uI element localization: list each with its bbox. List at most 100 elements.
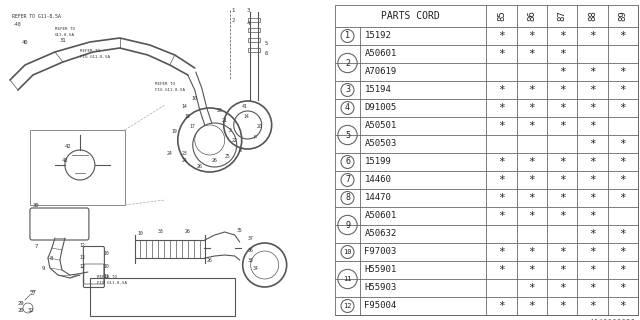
Text: 86: 86 <box>527 11 536 21</box>
Text: 8: 8 <box>238 148 241 153</box>
Bar <box>248 48 260 52</box>
Text: 35: 35 <box>237 228 243 233</box>
Text: 6: 6 <box>265 51 268 56</box>
Text: 10: 10 <box>343 249 352 255</box>
Text: 15194: 15194 <box>364 85 391 94</box>
Text: 10: 10 <box>138 231 143 236</box>
Text: H55903: H55903 <box>364 284 397 292</box>
Text: 12: 12 <box>80 243 86 248</box>
Text: *: * <box>589 265 596 275</box>
Text: *: * <box>559 157 566 167</box>
Text: *: * <box>589 103 596 113</box>
Text: 40: 40 <box>22 40 28 45</box>
Text: 20: 20 <box>217 108 223 113</box>
Text: 89: 89 <box>618 11 627 21</box>
Text: 5: 5 <box>265 41 268 46</box>
Text: 42: 42 <box>65 144 72 149</box>
Text: *: * <box>620 265 626 275</box>
Text: *: * <box>620 157 626 167</box>
Text: *: * <box>589 139 596 149</box>
Text: 1: 1 <box>232 8 235 13</box>
Text: *: * <box>559 31 566 41</box>
Text: 20: 20 <box>18 308 24 313</box>
Text: 88: 88 <box>588 11 597 21</box>
Text: *: * <box>589 67 596 77</box>
Text: *: * <box>529 103 535 113</box>
Text: *: * <box>498 193 505 203</box>
Text: 36: 36 <box>248 248 253 253</box>
Text: 29: 29 <box>18 301 24 306</box>
Text: REFER TO: REFER TO <box>80 49 100 53</box>
Text: A50601: A50601 <box>364 50 397 59</box>
Text: *: * <box>529 157 535 167</box>
Text: 31: 31 <box>60 38 67 43</box>
Text: 2: 2 <box>232 18 235 23</box>
Text: *: * <box>589 301 596 311</box>
Text: H55901: H55901 <box>364 266 397 275</box>
Text: 22: 22 <box>232 138 237 143</box>
Text: A50501: A50501 <box>364 122 397 131</box>
Text: 26: 26 <box>207 258 212 263</box>
Text: *: * <box>498 157 505 167</box>
Text: *: * <box>498 121 505 131</box>
Text: *: * <box>559 175 566 185</box>
Text: A50632: A50632 <box>364 229 397 238</box>
Text: 9: 9 <box>42 266 45 271</box>
Text: REFER TO: REFER TO <box>55 27 75 31</box>
Text: 24: 24 <box>167 151 173 156</box>
Bar <box>90 278 235 316</box>
Text: *: * <box>498 247 505 257</box>
Text: *: * <box>498 31 505 41</box>
Text: p: p <box>253 134 256 139</box>
Text: *: * <box>559 211 566 221</box>
Text: 38: 38 <box>248 258 253 263</box>
Text: A040000029: A040000029 <box>589 319 636 320</box>
Text: *: * <box>559 193 566 203</box>
Text: *: * <box>559 283 566 293</box>
Text: G11-8.5A: G11-8.5A <box>55 33 75 37</box>
Text: 15199: 15199 <box>364 157 391 166</box>
Text: *: * <box>589 175 596 185</box>
Text: 85: 85 <box>497 11 506 21</box>
Text: 34: 34 <box>253 266 259 271</box>
Bar <box>30 130 125 205</box>
Text: 2: 2 <box>228 128 231 133</box>
Text: 2: 2 <box>345 59 350 68</box>
Text: 9: 9 <box>345 220 350 229</box>
Text: FIG G11-8.5A: FIG G11-8.5A <box>155 88 185 92</box>
Text: 87: 87 <box>557 11 566 21</box>
Text: *: * <box>498 85 505 95</box>
Text: 18: 18 <box>185 114 191 119</box>
Text: *: * <box>559 265 566 275</box>
Text: 26: 26 <box>185 229 191 234</box>
Text: 27: 27 <box>30 291 36 296</box>
Text: REFER TO: REFER TO <box>155 82 175 86</box>
Text: 14470: 14470 <box>364 194 391 203</box>
Text: *: * <box>498 103 505 113</box>
Text: REFER TO G11-8.5A: REFER TO G11-8.5A <box>12 14 61 19</box>
Text: *: * <box>529 247 535 257</box>
Text: *: * <box>589 229 596 239</box>
Text: *: * <box>620 175 626 185</box>
Text: A70619: A70619 <box>364 68 397 76</box>
Text: 6: 6 <box>345 157 350 166</box>
Text: 8: 8 <box>345 194 350 203</box>
Text: 19: 19 <box>172 129 178 134</box>
Text: *: * <box>620 103 626 113</box>
Text: 16: 16 <box>192 96 198 101</box>
Text: 15192: 15192 <box>364 31 391 41</box>
Text: 20: 20 <box>257 124 262 129</box>
Text: A50503: A50503 <box>364 140 397 148</box>
Text: *: * <box>620 139 626 149</box>
Text: 7: 7 <box>345 175 350 185</box>
Bar <box>248 18 260 22</box>
Text: 21: 21 <box>222 118 228 123</box>
Text: *: * <box>529 193 535 203</box>
Text: 24: 24 <box>182 158 188 163</box>
Text: 14: 14 <box>182 104 188 109</box>
Text: *: * <box>498 175 505 185</box>
Text: *: * <box>620 193 626 203</box>
Text: FIG G11-8.5A: FIG G11-8.5A <box>97 281 127 285</box>
Text: 17: 17 <box>190 124 196 129</box>
Text: 3: 3 <box>345 85 350 94</box>
